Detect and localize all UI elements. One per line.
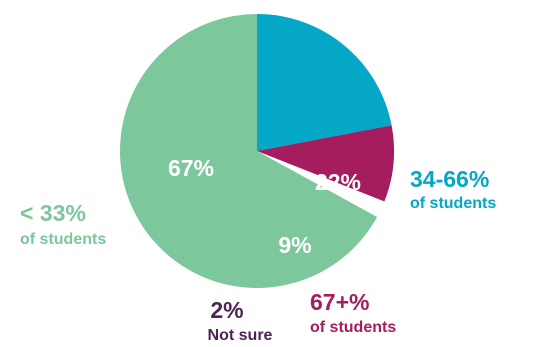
slice-mid-percent-label: 22% bbox=[315, 169, 361, 195]
category-gt67-label: 67+% bbox=[310, 289, 369, 315]
pie-slice-gt67 bbox=[257, 125, 395, 202]
pie-slices bbox=[119, 14, 395, 288]
category-notsure-label: Not sure bbox=[208, 327, 273, 344]
category-mid-sublabel: of students bbox=[410, 195, 496, 212]
slice-gt67-percent-label: 9% bbox=[278, 232, 311, 258]
category-lt33-label: < 33% bbox=[20, 200, 86, 226]
category-notsure-percent-label: 2% bbox=[210, 297, 243, 323]
pie-slice-lt33 bbox=[119, 14, 378, 288]
slice-lt33-percent-label: 67% bbox=[168, 155, 214, 181]
category-gt67-sublabel: of students bbox=[310, 319, 396, 336]
category-lt33-sublabel: of students bbox=[20, 231, 106, 248]
pie-slice-mid bbox=[257, 14, 392, 151]
category-mid-label: 34-66% bbox=[410, 166, 489, 192]
